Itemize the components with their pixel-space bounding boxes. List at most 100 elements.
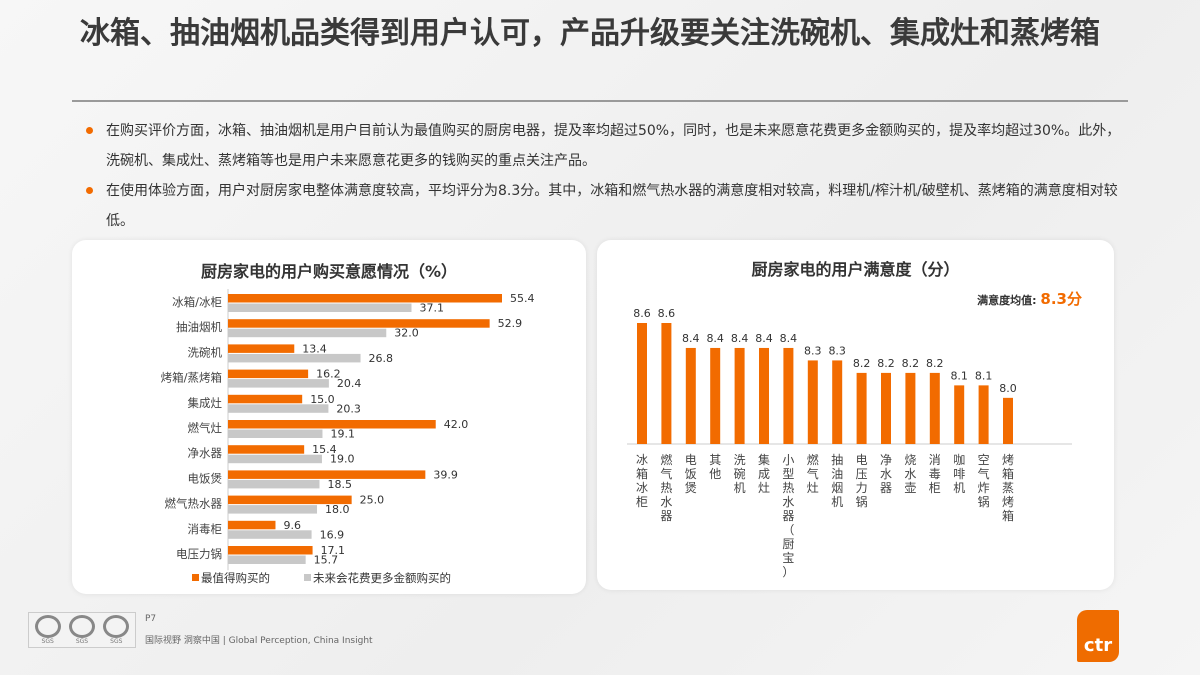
data-label: 8.4 <box>731 332 749 345</box>
data-label: 19.1 <box>330 428 355 441</box>
bar <box>929 372 940 444</box>
data-label: 8.4 <box>682 332 700 345</box>
data-label: 15.7 <box>314 554 339 567</box>
data-label: 8.2 <box>877 357 895 370</box>
category-label: 集成灶 <box>188 396 223 410</box>
category-label: 燃气热水器 <box>660 452 672 523</box>
bullet-item: 在使用体验方面，用户对厨房家电整体满意度较高，平均评分为8.3分。其中，冰箱和燃… <box>84 176 1124 236</box>
category-label: 小型热水器（厨宝） <box>782 453 794 579</box>
category-label: 电饭煲 <box>685 453 697 495</box>
check-seal-icon <box>68 615 95 638</box>
data-label: 42.0 <box>444 418 469 431</box>
data-label: 8.6 <box>633 307 651 320</box>
data-label: 55.4 <box>510 292 535 305</box>
sgs-seal: SGS <box>32 615 63 645</box>
purchase-intent-card: 厨房家电的用户购买意愿情况（%） 冰箱/冰柜 55.4 37.1 抽油烟机 52.9 32… <box>72 240 586 594</box>
bar <box>759 347 769 444</box>
bar <box>856 372 867 444</box>
category-label: 咖啡机 <box>953 452 965 495</box>
data-label: 8.2 <box>902 357 920 370</box>
bar <box>954 385 965 444</box>
category-label: 冰箱冰柜 <box>636 453 648 509</box>
category-label: 消毒柜 <box>188 522 223 536</box>
data-label: 13.4 <box>302 342 327 355</box>
page-number: P7 <box>145 614 157 624</box>
bar <box>905 372 916 444</box>
bar-future <box>228 505 318 514</box>
satisfaction-card: 厨房家电的用户满意度（分） 满意度均值: 8.3分 8.6 冰箱冰柜 8.6 燃气热水… <box>597 240 1114 590</box>
category-label: 烤箱/蒸烤箱 <box>161 371 222 385</box>
data-label: 39.9 <box>433 468 458 481</box>
category-label: 燃气热水器 <box>165 497 223 511</box>
category-label: 燃气灶 <box>188 421 223 435</box>
sgs-cert-logo: SGS SGS SGS <box>28 612 136 648</box>
data-label: 19.0 <box>330 453 355 466</box>
sgs-seal-text: SGS <box>41 638 54 645</box>
bar-best <box>228 470 426 479</box>
category-label: 洗碗机 <box>188 345 223 359</box>
legend-label: 未来会花费更多金额购买的 <box>313 571 451 585</box>
data-label: 8.4 <box>780 332 798 345</box>
bar <box>685 347 696 444</box>
category-label: 净水器 <box>880 453 892 495</box>
bar-future <box>228 555 306 564</box>
category-label: 消毒柜 <box>929 453 941 495</box>
sgs-seal: SGS <box>101 615 132 645</box>
check-seal-icon <box>34 615 61 638</box>
category-label: 净水器 <box>188 446 223 460</box>
page-title: 冰箱、抽油烟机品类得到用户认可，产品升级要关注洗碗机、集成灶和蒸烤箱 <box>80 16 1100 51</box>
data-label: 16.2 <box>316 368 341 381</box>
data-label: 52.9 <box>498 317 523 330</box>
bar-future <box>228 353 361 363</box>
bar <box>661 323 672 444</box>
bullet-list: 在购买评价方面，冰箱、抽油烟机是用户目前认为最值购买的厨房电器，提及率均超过50… <box>84 116 1124 236</box>
data-label: 8.0 <box>999 382 1017 395</box>
data-label: 8.3 <box>828 344 846 357</box>
data-label: 8.1 <box>975 369 993 382</box>
bar-best <box>228 319 490 328</box>
bar <box>734 347 745 444</box>
data-label: 8.4 <box>706 332 724 345</box>
bar <box>881 372 891 444</box>
bar-best <box>228 495 352 505</box>
category-label: 洗碗机 <box>734 453 746 495</box>
check-seal-icon <box>103 615 130 638</box>
sgs-seal-text: SGS <box>75 638 89 645</box>
bar-future <box>228 303 412 312</box>
satisfaction-chart: 8.6 冰箱冰柜 8.6 燃气热水器 8.4 电饭煲 8.4 其他 8.4 洗碗机 8.4 集成灶 8.… <box>627 307 1072 579</box>
bar-best <box>228 369 309 379</box>
data-label: 8.6 <box>658 307 676 320</box>
bar <box>1003 397 1013 444</box>
category-label: 抽油烟机 <box>176 320 222 334</box>
mean-annotation: 满意度均值: 8.3分 <box>977 288 1082 309</box>
bar-best <box>228 420 436 429</box>
data-label: 8.2 <box>853 357 871 370</box>
data-label: 26.8 <box>369 352 394 365</box>
category-label: 烤箱蒸烤箱 <box>1002 452 1014 523</box>
bar-future <box>228 379 329 388</box>
title-divider <box>72 100 1128 102</box>
bar <box>978 385 989 444</box>
category-label: 电压力锅 <box>856 453 868 509</box>
data-label: 9.6 <box>283 519 301 532</box>
data-label: 25.0 <box>360 494 385 507</box>
category-label: 冰箱/冰柜 <box>172 295 222 309</box>
data-label: 18.0 <box>325 503 350 516</box>
bar <box>807 360 818 444</box>
data-label: 8.2 <box>926 357 944 370</box>
bar-best <box>228 546 313 555</box>
ctr-logo: ctr <box>1077 610 1119 662</box>
data-label: 8.3 <box>804 344 822 357</box>
data-label: 17.1 <box>321 544 346 557</box>
bar-future <box>228 479 320 489</box>
data-label: 15.0 <box>310 393 335 406</box>
legend-label: 最值得购买的 <box>201 571 270 585</box>
bar <box>637 323 647 444</box>
bar-best <box>228 344 295 353</box>
bar-future <box>228 454 322 464</box>
category-label: 集成灶 <box>758 452 770 495</box>
category-label: 空气炸锅 <box>978 453 990 509</box>
bar-best <box>228 445 305 454</box>
data-label: 8.4 <box>755 332 773 345</box>
chart-title: 厨房家电的用户满意度（分） <box>751 260 960 279</box>
